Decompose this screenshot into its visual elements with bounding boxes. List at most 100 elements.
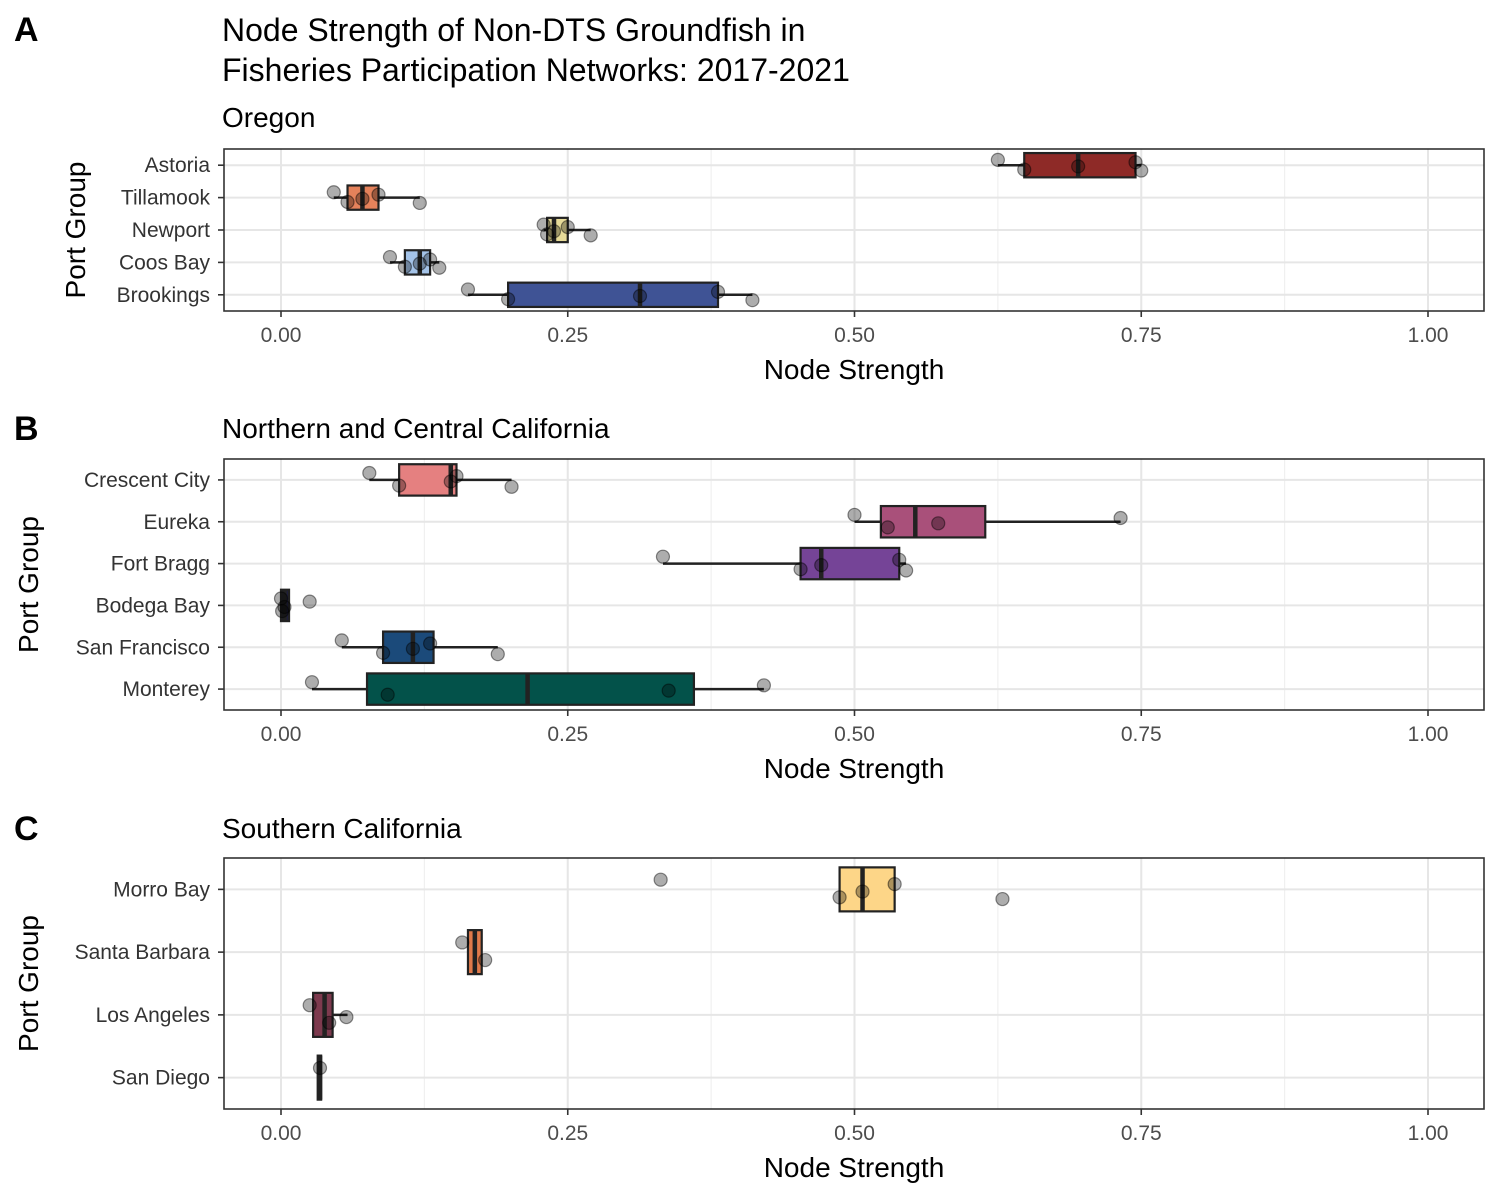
box-san-diego bbox=[312, 1054, 328, 1101]
data-point bbox=[392, 478, 407, 493]
data-point bbox=[397, 259, 412, 274]
box-los-angeles bbox=[302, 991, 354, 1038]
x-axis-label: Node Strength bbox=[764, 354, 945, 385]
box-iqr bbox=[879, 504, 987, 539]
data-point bbox=[423, 636, 438, 651]
y-tick-label: Newport bbox=[132, 219, 210, 242]
data-point bbox=[501, 292, 516, 307]
data-point bbox=[371, 187, 386, 202]
chart-title-line-2: Fisheries Participation Networks: 2017-2… bbox=[222, 52, 850, 88]
box-crescent-city bbox=[362, 463, 519, 497]
data-point bbox=[887, 876, 902, 892]
y-tick-label: Morro Bay bbox=[113, 878, 210, 901]
data-point bbox=[832, 890, 847, 905]
data-point bbox=[275, 603, 290, 619]
y-tick-label: Coos Bay bbox=[119, 251, 211, 274]
x-tick-label: 0.00 bbox=[261, 324, 302, 347]
x-tick-label: 1.00 bbox=[1408, 1122, 1449, 1145]
y-tick-label: Santa Barbara bbox=[75, 941, 211, 964]
x-tick-label: 0.50 bbox=[834, 723, 875, 746]
x-tick-label: 0.50 bbox=[834, 1122, 875, 1145]
x-tick-label: 0.00 bbox=[261, 1122, 302, 1145]
panel-subtitle: Northern and Central California bbox=[222, 413, 610, 444]
box-iqr bbox=[381, 630, 435, 665]
data-point bbox=[1071, 159, 1086, 174]
x-axis-label: Node Strength bbox=[764, 1152, 945, 1183]
x-tick-label: 0.75 bbox=[1121, 1122, 1162, 1145]
data-point bbox=[340, 194, 355, 210]
box-tillamook bbox=[326, 184, 427, 211]
data-point bbox=[1128, 155, 1143, 170]
x-tick-label: 0.75 bbox=[1121, 324, 1162, 347]
data-point bbox=[478, 952, 493, 968]
box-iqr bbox=[403, 249, 432, 276]
data-point bbox=[449, 469, 464, 484]
y-axis-label: Port Group bbox=[60, 162, 91, 299]
data-point bbox=[899, 563, 914, 578]
data-point bbox=[632, 288, 648, 304]
box-fort-bragg bbox=[655, 546, 914, 581]
data-point bbox=[334, 633, 349, 648]
box-coos-bay bbox=[382, 249, 447, 276]
data-point bbox=[880, 520, 895, 535]
data-point bbox=[302, 998, 317, 1013]
data-point bbox=[302, 594, 317, 609]
y-tick-label: Eureka bbox=[143, 511, 210, 534]
box-newport bbox=[536, 216, 598, 244]
x-tick-label: 0.50 bbox=[834, 324, 875, 347]
panel-subtitle: Oregon bbox=[222, 102, 315, 133]
panel-a: A Oregon Astoria Tillamook Newport Coos Bay Br… bbox=[14, 11, 1485, 385]
y-tick-label: Bodega Bay bbox=[96, 594, 211, 617]
y-tick-label: Brookings bbox=[117, 284, 210, 307]
y-tick-label: San Francisco bbox=[76, 636, 210, 659]
data-point bbox=[847, 507, 862, 522]
x-axis-label: Node Strength bbox=[764, 753, 945, 784]
data-point bbox=[455, 935, 470, 950]
box-brookings bbox=[460, 281, 760, 309]
box-morro-bay bbox=[653, 866, 1010, 913]
y-axis-label: Port Group bbox=[13, 915, 44, 1052]
data-point bbox=[382, 249, 398, 265]
box-san-francisco bbox=[334, 630, 505, 665]
data-point bbox=[339, 1009, 354, 1025]
data-point bbox=[375, 645, 391, 660]
panel-b: B Northern and Central California Crescent… bbox=[13, 410, 1485, 784]
box-eureka bbox=[847, 504, 1128, 539]
chart-title-line-1: Node Strength of Non-DTS Groundfish in bbox=[222, 12, 805, 48]
data-point bbox=[355, 191, 370, 206]
data-point bbox=[322, 1015, 337, 1030]
x-tick-label: 1.00 bbox=[1408, 324, 1449, 347]
x-tick-label: 0.00 bbox=[261, 723, 302, 746]
data-point bbox=[931, 516, 946, 531]
box-iqr bbox=[365, 672, 696, 706]
box-iqr bbox=[838, 866, 896, 913]
data-point bbox=[583, 228, 598, 243]
data-point bbox=[546, 224, 562, 239]
x-tick-label: 0.25 bbox=[547, 1122, 588, 1145]
data-point bbox=[540, 227, 555, 242]
y-tick-label: Monterey bbox=[122, 678, 210, 701]
data-point bbox=[362, 465, 377, 481]
data-point bbox=[756, 678, 771, 693]
data-point bbox=[661, 683, 676, 698]
x-tick-label: 1.00 bbox=[1408, 723, 1449, 746]
data-point bbox=[405, 641, 421, 656]
data-point bbox=[653, 872, 668, 887]
data-point bbox=[423, 252, 438, 267]
y-tick-label: Fort Bragg bbox=[111, 553, 210, 576]
data-point bbox=[460, 282, 476, 297]
data-point bbox=[1113, 510, 1128, 526]
box-bodega-bay bbox=[273, 588, 317, 623]
box-iqr bbox=[799, 546, 901, 581]
data-point bbox=[490, 647, 505, 662]
data-point bbox=[432, 260, 447, 275]
panel-c: C Southern California Morro Bay Santa Barba… bbox=[13, 810, 1485, 1183]
data-point bbox=[412, 256, 427, 271]
data-point bbox=[443, 474, 458, 489]
data-point bbox=[312, 1060, 328, 1076]
data-point bbox=[892, 552, 907, 567]
data-point bbox=[995, 891, 1010, 907]
data-point bbox=[793, 562, 808, 577]
x-tick-label: 0.25 bbox=[547, 723, 588, 746]
